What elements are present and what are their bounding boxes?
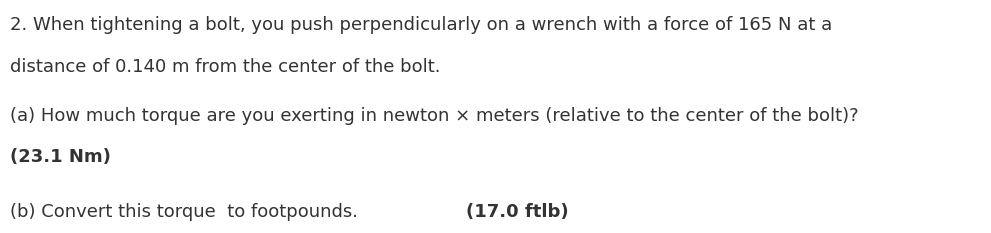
Text: distance of 0.140 m from the center of the bolt.: distance of 0.140 m from the center of t… xyxy=(10,58,440,76)
Text: (23.1 Nm): (23.1 Nm) xyxy=(10,148,111,166)
Text: 2. When tightening a bolt, you push perpendicularly on a wrench with a force of : 2. When tightening a bolt, you push perp… xyxy=(10,16,832,34)
Text: (a) How much torque are you exerting in newton × meters (relative to the center : (a) How much torque are you exerting in … xyxy=(10,107,858,125)
Text: (b) Convert this torque  to footpounds.: (b) Convert this torque to footpounds. xyxy=(10,203,364,221)
Text: (17.0 ftlb): (17.0 ftlb) xyxy=(467,203,569,221)
